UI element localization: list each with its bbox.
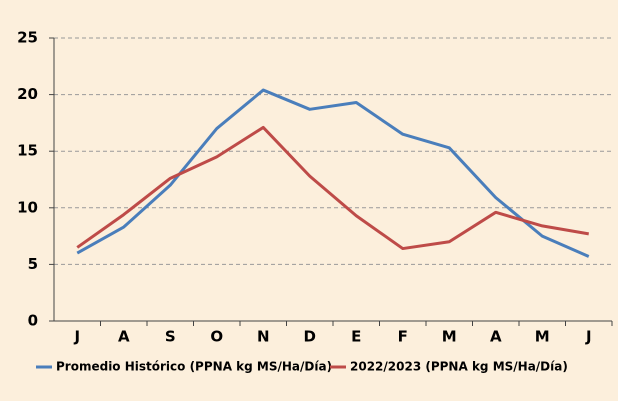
y-tick-label: 0: [28, 312, 38, 330]
x-tick-label: J: [73, 328, 80, 346]
x-tick-label: J: [585, 328, 592, 346]
series-line: [76, 88, 590, 258]
x-tick-label: S: [165, 328, 176, 346]
x-tick-label: E: [351, 328, 361, 346]
y-tick-label: 15: [17, 142, 38, 160]
y-tick-label: 25: [17, 29, 38, 47]
x-tick-label: A: [118, 328, 130, 346]
x-tick-label: F: [398, 328, 408, 346]
x-tick-label: M: [535, 328, 550, 346]
legend-label: 2022/2023 (PPNA kg MS/Ha/Día): [350, 360, 568, 374]
y-tick-label: 5: [28, 255, 38, 273]
y-tick-label: 10: [17, 198, 38, 216]
y-tick-label: 20: [17, 85, 38, 103]
x-tick-label: O: [210, 328, 223, 346]
x-tick-label: M: [442, 328, 457, 346]
legend-label: Promedio Histórico (PPNA kg MS/Ha/Día): [56, 360, 332, 374]
x-tick-label: N: [257, 328, 270, 346]
x-tick-label: D: [304, 328, 316, 346]
x-tick-label: A: [490, 328, 502, 346]
series-line: [76, 125, 590, 251]
